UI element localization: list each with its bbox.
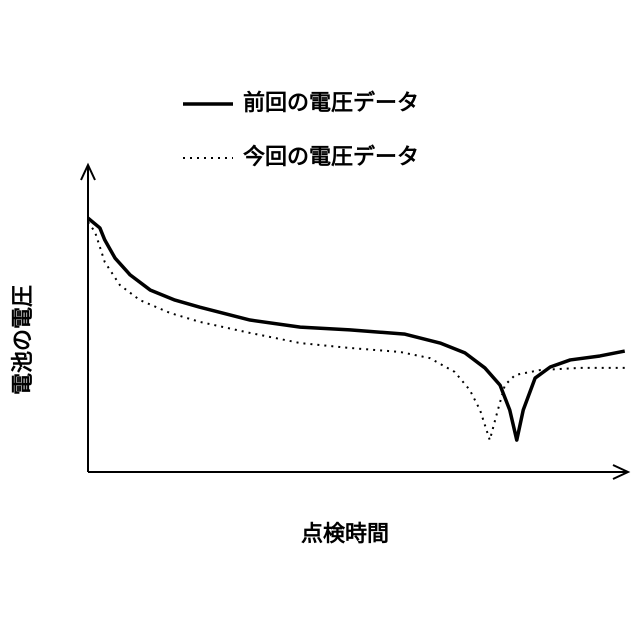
series-line [88, 218, 625, 440]
chart: 点検時間 電池の電圧 前回の電圧データ今回の電圧データ [0, 0, 640, 640]
y-axis-label: 電池の電圧 [11, 285, 36, 395]
x-axis-label: 点検時間 [301, 521, 389, 547]
legend-label: 今回の電圧データ [243, 144, 419, 170]
legend-label: 前回の電圧データ [243, 90, 419, 116]
axes [81, 165, 628, 479]
